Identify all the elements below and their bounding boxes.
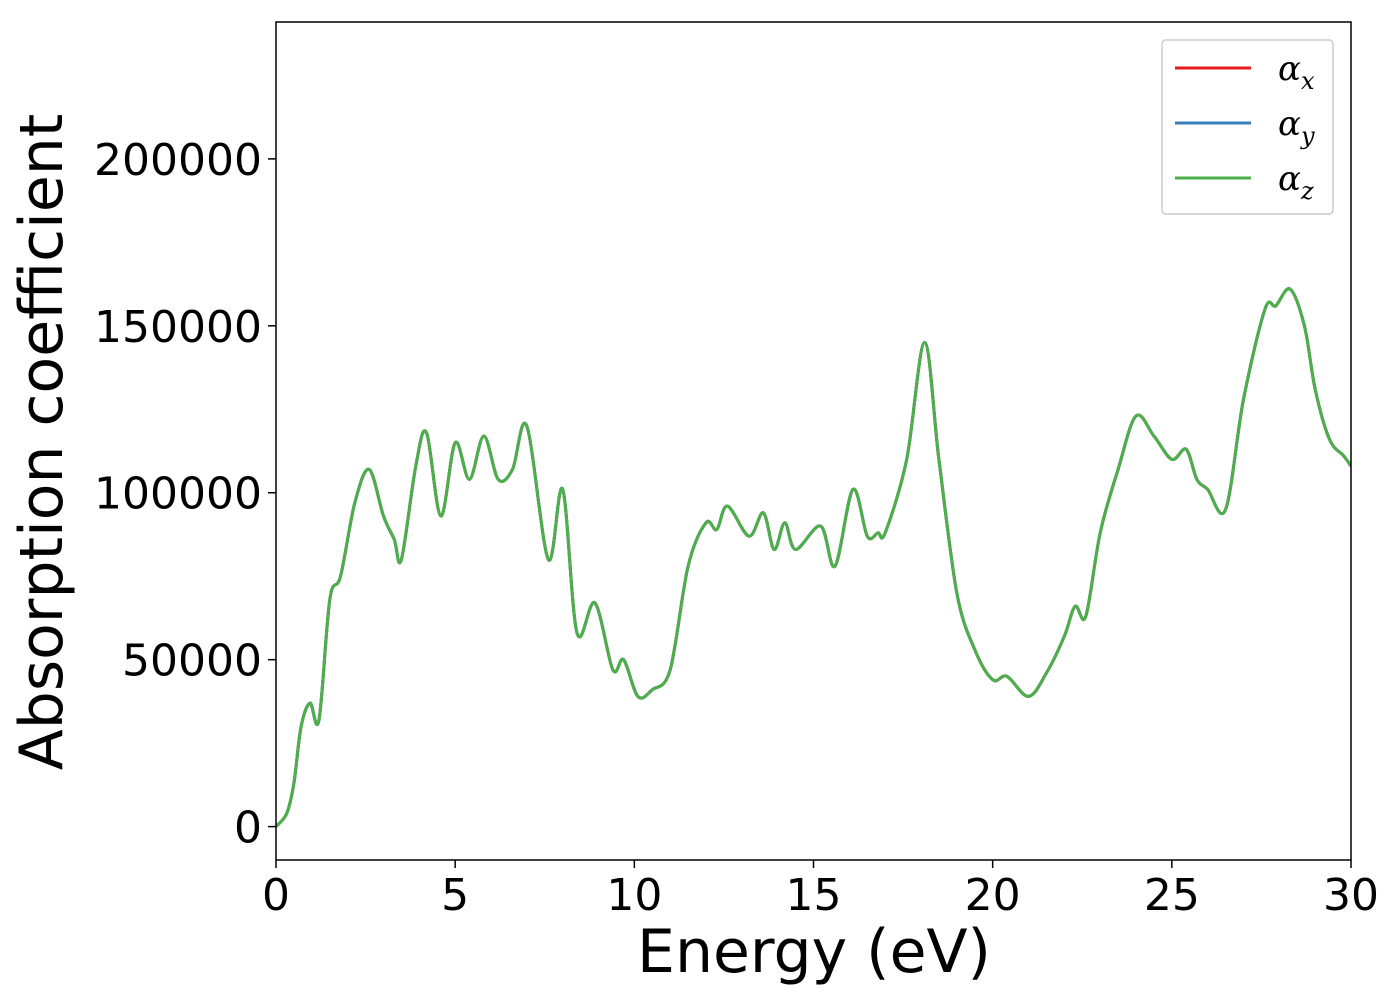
x-tick-label: 30 (1323, 870, 1379, 921)
legend: αx αy αz (1161, 39, 1334, 215)
x-tick-label: 10 (606, 870, 662, 921)
y-tick-label: 200000 (94, 135, 262, 186)
series-line-x (276, 287, 1351, 828)
x-tick-label: 5 (441, 870, 469, 921)
x-tick-label: 25 (1144, 870, 1200, 921)
legend-label-z: αz (1278, 159, 1314, 205)
y-tick-label: 100000 (94, 469, 262, 520)
legend-label-x: αx (1278, 49, 1315, 95)
legend-box (1161, 39, 1334, 215)
legend-label-y: αy (1278, 104, 1315, 150)
y-tick-label: 0 (234, 803, 262, 854)
series-line-y (276, 287, 1351, 828)
x-axis: 0 5 10 15 20 25 30 (262, 860, 1379, 921)
y-tick-label: 50000 (122, 636, 262, 687)
series-layer (276, 287, 1351, 828)
y-tick-label: 150000 (94, 302, 262, 353)
x-tick-label: 0 (262, 870, 290, 921)
y-axis: 0 50000 100000 150000 200000 (94, 135, 276, 854)
x-tick-label: 15 (786, 870, 842, 921)
series-line-z (276, 287, 1351, 828)
x-tick-label: 20 (965, 870, 1021, 921)
y-axis-label: Absorption coefficient (7, 114, 77, 771)
x-axis-label: Energy (eV) (637, 917, 991, 987)
